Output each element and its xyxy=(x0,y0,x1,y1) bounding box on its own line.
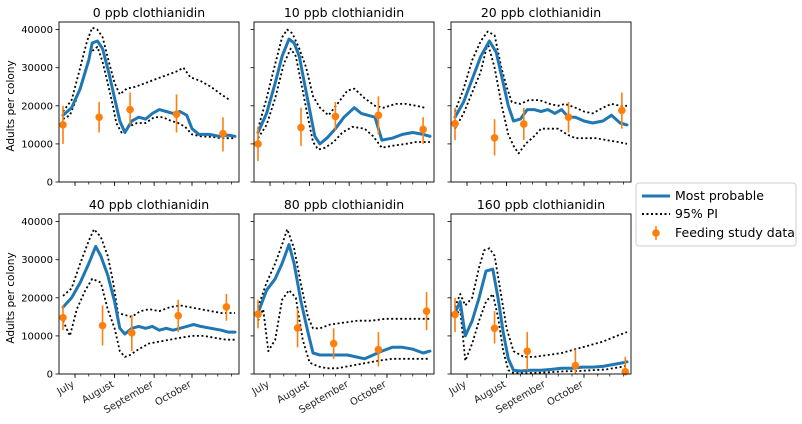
pi-upper-line xyxy=(257,228,430,330)
feeding-point xyxy=(451,310,459,319)
panel-4-title: 40 ppb clothianidin xyxy=(89,197,209,212)
feeding-point xyxy=(128,329,136,337)
feeding-point xyxy=(520,120,528,128)
feeding-point xyxy=(297,123,305,132)
feeding-point xyxy=(422,307,431,315)
pi-lower-line xyxy=(62,45,235,140)
pi-upper-line xyxy=(454,247,628,358)
y-axis-label-row-1: Adults per colony xyxy=(5,60,17,151)
most-probable-line xyxy=(256,37,432,146)
feeding-point xyxy=(293,324,302,332)
y-tick-label: 30000 xyxy=(21,63,53,74)
most-probable-line xyxy=(61,39,237,138)
feeding-point xyxy=(374,345,383,354)
y-tick-label: 20000 xyxy=(21,293,53,304)
panel-6-frame xyxy=(450,213,632,375)
pi-lower-line xyxy=(257,289,430,370)
feeding-point xyxy=(98,321,107,330)
feeding-point xyxy=(59,121,67,129)
y-tick-label: 0 xyxy=(47,370,53,381)
legend-feeding-marker xyxy=(652,229,660,237)
panel-3-frame xyxy=(450,21,632,183)
pi-lower-line xyxy=(454,42,628,155)
pi-lower-line xyxy=(257,47,430,151)
pi-upper-line xyxy=(257,28,425,129)
feeding-point xyxy=(331,112,340,121)
panel-5-title: 80 ppb clothianidin xyxy=(284,197,404,212)
most-probable-line xyxy=(453,267,629,373)
panel-2: 10 ppb clothianidin xyxy=(250,5,435,186)
feeding-point xyxy=(571,361,580,370)
panel-2-frame xyxy=(253,21,435,183)
feeding-point xyxy=(490,324,499,333)
most-probable-line xyxy=(453,39,629,127)
feeding-point xyxy=(564,113,573,122)
y-tick-label: 40000 xyxy=(21,217,53,228)
panel-6-title: 160 ppb clothianidin xyxy=(477,197,605,212)
panel-1-frame xyxy=(58,21,240,183)
y-tick-label: 10000 xyxy=(21,139,53,150)
pi-lower-line xyxy=(62,277,235,358)
feeding-point xyxy=(222,303,231,311)
feeding-point xyxy=(254,140,262,148)
feeding-point xyxy=(95,113,103,122)
feeding-point xyxy=(490,134,499,142)
y-tick-label: 20000 xyxy=(21,101,53,112)
y-tick-label: 30000 xyxy=(21,255,53,266)
y-axis-label-row-2: Adults per colony xyxy=(5,252,17,343)
panel-3-title: 20 ppb clothianidin xyxy=(481,5,601,20)
feeding-point xyxy=(618,106,626,115)
pi-lower-line xyxy=(454,293,628,375)
feeding-point xyxy=(329,339,338,348)
feeding-point xyxy=(374,111,383,120)
feeding-point xyxy=(451,119,459,128)
y-tick-label: 40000 xyxy=(21,25,53,36)
feeding-point xyxy=(174,311,183,320)
feeding-point xyxy=(523,347,532,355)
legend-feeding-label: Feeding study data xyxy=(675,225,795,240)
legend: Most probable 95% PI Feeding study data xyxy=(635,182,797,247)
pi-upper-line xyxy=(62,26,231,113)
panel-1: 0 ppb clothianidin 0 10000 20000 30000 40000 xyxy=(21,5,240,189)
legend-most-probable-label: Most probable xyxy=(675,188,764,203)
feeding-point xyxy=(59,313,67,322)
legend-pi-label: 95% PI xyxy=(675,206,718,221)
y-tick-label: 10000 xyxy=(21,331,53,342)
most-probable-line xyxy=(61,244,237,336)
feeding-point xyxy=(126,105,134,114)
pi-upper-line xyxy=(454,30,627,115)
panel-5-frame xyxy=(253,213,435,375)
panel-3: 20 ppb clothianidin xyxy=(447,5,632,186)
most-probable-line xyxy=(256,243,432,361)
feeding-point xyxy=(219,129,227,138)
feeding-point xyxy=(419,125,427,134)
panel-1-title: 0 ppb clothianidin xyxy=(93,5,205,20)
panel-4-frame xyxy=(58,213,240,375)
legend-frame xyxy=(635,182,797,247)
y-tick-label: 0 xyxy=(47,178,53,189)
panel-2-title: 10 ppb clothianidin xyxy=(284,5,404,20)
feeding-point xyxy=(172,110,181,118)
feeding-point xyxy=(254,310,262,318)
